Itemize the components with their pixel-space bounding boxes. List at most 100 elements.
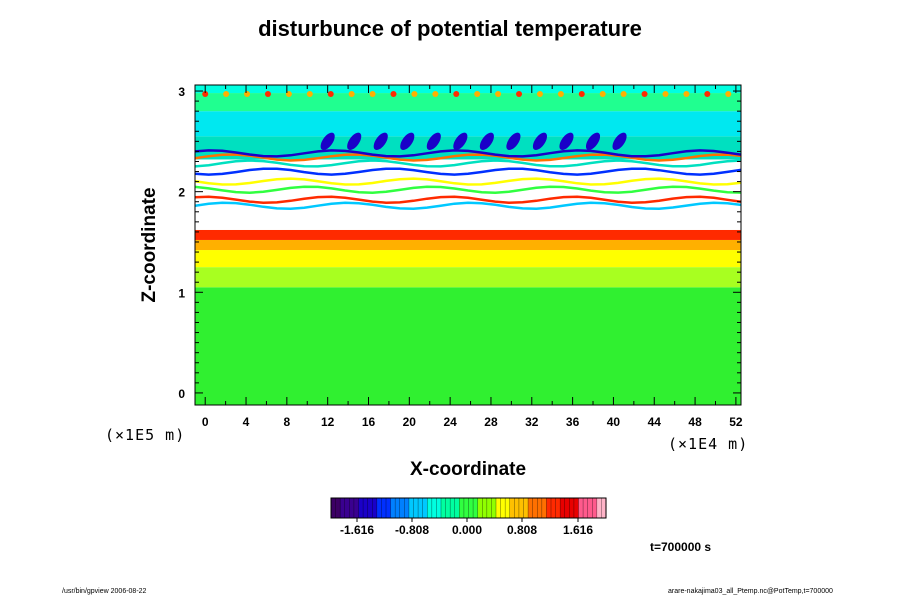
colorbar-cell-44: [532, 498, 538, 518]
top-spot-9: [390, 91, 397, 98]
colorbar-cell-17: [408, 498, 415, 518]
colorbar-cell-3: [344, 498, 350, 518]
x-tick-label-8: 32: [525, 415, 539, 429]
colorbar-cell-0: [331, 498, 337, 518]
colorbar: -1.616 -0.808 0.000 0.808 1.616: [330, 497, 607, 537]
top-spot-1: [223, 91, 230, 98]
streak-line-1: [195, 195, 741, 204]
colorbar-cell-7: [363, 498, 369, 518]
top-spot-0: [202, 91, 209, 98]
x-tick-13: 52: [729, 85, 743, 429]
colorbar-cell-2: [340, 498, 346, 518]
time-label: t=700000 s: [650, 540, 712, 554]
colorbar-cell-24: [441, 498, 447, 518]
wave-crest-3: [400, 132, 415, 151]
colorbar-cell-30: [468, 498, 474, 518]
top-spot-16: [536, 91, 543, 98]
x-tick-label-7: 28: [484, 415, 498, 429]
wave-crest-8: [532, 132, 547, 151]
x-tick-9: 36: [566, 85, 580, 429]
colorbar-cell-45: [537, 498, 543, 518]
streak-line-5: [195, 159, 741, 168]
colorbar-cell-41: [518, 498, 525, 518]
top-spot-17: [557, 91, 564, 98]
colorbar-cell-51: [564, 498, 570, 518]
colorbar-cell-26: [450, 498, 456, 518]
y-tick-3: 3: [178, 85, 741, 99]
x-tick-label-10: 40: [607, 415, 621, 429]
colorbar-cell-49: [555, 498, 561, 518]
heatmap-band-4: [195, 229, 741, 240]
x-tick-10: 40: [607, 85, 621, 429]
top-spot-18: [578, 91, 585, 98]
colorbar-cell-36: [496, 498, 502, 518]
streak-line-7: [195, 149, 741, 158]
x-tick-2: 8: [284, 85, 291, 429]
top-spot-10: [411, 91, 418, 98]
x-axis-unit: (×1E4 m): [668, 435, 749, 453]
top-spot-8: [369, 91, 376, 98]
chart-title: disturbunce of potential temperature: [258, 16, 642, 41]
x-tick-11: 44: [648, 85, 661, 429]
y-tick-label-0: 0: [178, 387, 185, 401]
heatmap-band-8: [195, 93, 741, 112]
wave-crest-9: [559, 132, 574, 151]
colorbar-cell-15: [399, 498, 405, 518]
streak-line-0: [195, 201, 741, 210]
colorbar-cell-40: [514, 498, 520, 518]
colorbar-label-4: 1.616: [563, 523, 593, 537]
top-spot-19: [599, 91, 606, 98]
y-tick-2: 2: [178, 186, 741, 200]
wave-crest-7: [506, 132, 521, 151]
colorbar-cell-23: [436, 498, 442, 518]
colorbar-cell-18: [413, 498, 419, 518]
colorbar-cell-29: [463, 498, 470, 518]
x-axis: 0 4 8 12 16 20 24 28 32 36 40 44 48 52: [202, 85, 743, 429]
colorbar-cell-53: [573, 498, 580, 518]
colorbar-cell-21: [427, 498, 433, 518]
heatmap-band-5: [195, 159, 741, 230]
x-tick-label-13: 52: [729, 415, 743, 429]
colorbar-label-1: -0.808: [395, 523, 429, 537]
top-spot-13: [474, 91, 481, 98]
top-spot-21: [641, 91, 648, 98]
colorbar-cell-54: [578, 498, 584, 518]
wave-crest-0: [320, 132, 335, 151]
x-tick-label-4: 16: [362, 415, 376, 429]
y-tick-0: 0: [178, 387, 741, 401]
colorbar-label-3: 0.808: [507, 523, 537, 537]
footer-source: arare-nakajima03_all_Ptemp.nc@PotTemp,t=…: [668, 588, 833, 595]
streak-layer: [195, 91, 741, 210]
x-tick-label-3: 12: [321, 415, 335, 429]
colorbar-cell-59: [601, 498, 607, 518]
top-spot-6: [327, 91, 334, 98]
x-tick-0: 0: [202, 85, 209, 429]
heatmap-band-0: [195, 287, 741, 405]
wave-crest-6: [479, 132, 494, 151]
streak-line-6: [195, 153, 741, 162]
streak-line-4: [195, 167, 741, 176]
streak-line-2: [195, 185, 741, 194]
colorbar-cell-9: [372, 498, 378, 518]
colorbar-cell-38: [505, 498, 511, 518]
colorbar-cell-25: [445, 498, 451, 518]
colorbar-cell-52: [569, 498, 575, 518]
x-tick-label-1: 4: [243, 415, 250, 429]
x-tick-12: 48: [688, 85, 702, 429]
colorbar-cell-31: [473, 498, 479, 518]
colorbar-cell-39: [509, 498, 515, 518]
top-spot-14: [495, 91, 502, 98]
colorbar-cell-34: [486, 498, 493, 518]
x-tick-7: 28: [484, 85, 498, 429]
colorbar-cell-5: [353, 498, 360, 518]
heatmap-band-1: [195, 267, 741, 288]
colorbar-cell-19: [418, 498, 424, 518]
streak-line-3: [195, 177, 741, 186]
top-spot-12: [453, 91, 460, 98]
top-spot-20: [620, 91, 627, 98]
y-axis: 0 1 2 3: [178, 85, 741, 401]
y-tick-1: 1: [178, 286, 741, 300]
colorbar-cell-55: [583, 498, 589, 518]
colorbar-cell-6: [358, 498, 364, 518]
